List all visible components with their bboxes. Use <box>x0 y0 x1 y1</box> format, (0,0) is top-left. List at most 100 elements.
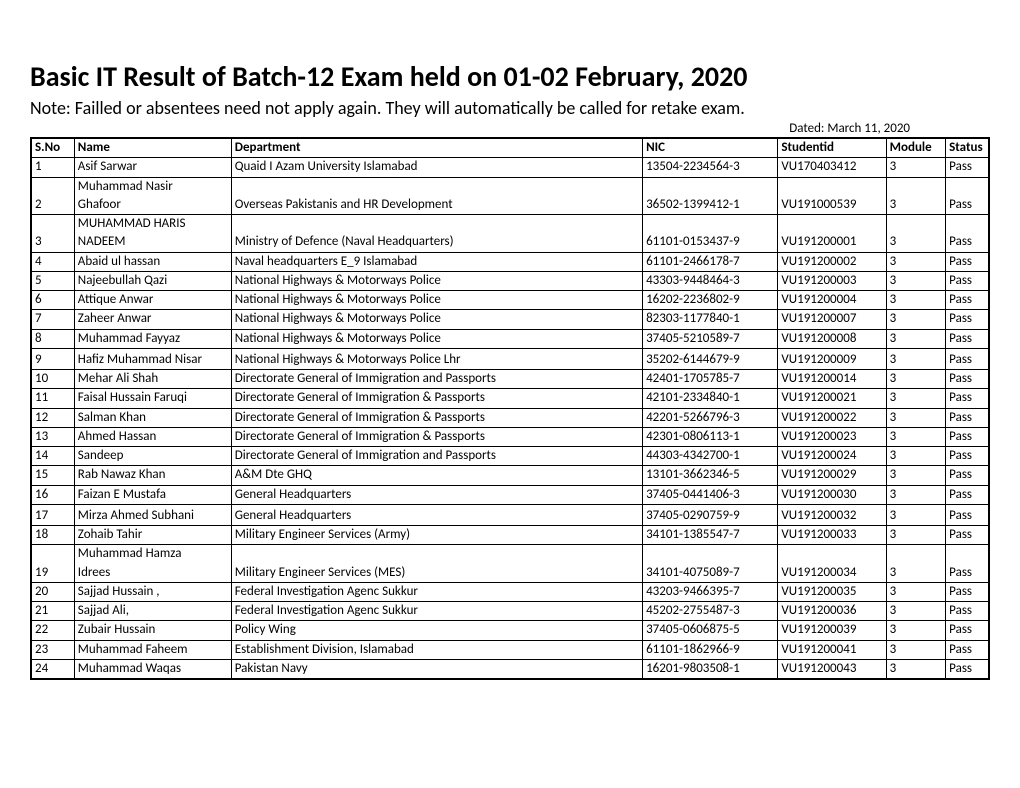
cell-sno: 10 <box>31 370 74 389</box>
cell-name: Idrees <box>74 564 231 583</box>
cell-dept <box>231 215 642 234</box>
cell-sno: 15 <box>31 466 74 485</box>
cell-dept: Quaid I Azam University Islamabad <box>231 158 642 177</box>
cell-stat: Pass <box>946 196 989 215</box>
cell-mod: 3 <box>886 427 946 446</box>
cell-sid: VU191200033 <box>778 526 886 545</box>
cell-dept: Naval headquarters E_9 Islamabad <box>231 252 642 271</box>
cell-dept: Directorate General of Immigration & Pas… <box>231 408 642 427</box>
cell-mod: 3 <box>886 466 946 485</box>
cell-name: Rab Nawaz Khan <box>74 466 231 485</box>
cell-stat: Pass <box>946 526 989 545</box>
cell-mod: 3 <box>886 507 946 526</box>
cell-sno: 21 <box>31 602 74 621</box>
table-row: 10Mehar Ali ShahDirectorate General of I… <box>31 370 989 389</box>
table-row: 5Najeebullah QaziNational Highways & Mot… <box>31 271 989 290</box>
cell-sno: 6 <box>31 291 74 310</box>
cell-sid: VU191200035 <box>778 582 886 601</box>
cell-nic: 61101-1862966-9 <box>643 640 778 659</box>
cell-stat: Pass <box>946 252 989 271</box>
cell-mod <box>886 177 946 196</box>
cell-stat: Pass <box>946 389 989 408</box>
cell-sid <box>778 215 886 234</box>
cell-name: Sajjad Hussain , <box>74 582 231 601</box>
cell-mod: 3 <box>886 526 946 545</box>
table-row: 16Faizan E MustafaGeneral Headquarters37… <box>31 485 989 504</box>
cell-sno: 17 <box>31 507 74 526</box>
cell-sid: VU191200002 <box>778 252 886 271</box>
cell-dept: Directorate General of Immigration and P… <box>231 370 642 389</box>
cell-nic: 37405-0606875-5 <box>643 621 778 640</box>
cell-mod: 3 <box>886 640 946 659</box>
cell-dept: Directorate General of Immigration & Pas… <box>231 389 642 408</box>
cell-nic: 45202-2755487-3 <box>643 602 778 621</box>
cell-sno: 18 <box>31 526 74 545</box>
table-row: 15Rab Nawaz KhanA&M Dte GHQ13101-3662346… <box>31 466 989 485</box>
cell-name: Sajjad Ali, <box>74 602 231 621</box>
cell-sid: VU191200029 <box>778 466 886 485</box>
cell-name: Faizan E Mustafa <box>74 485 231 504</box>
col-stat: Status <box>946 138 989 158</box>
cell-stat: Pass <box>946 466 989 485</box>
cell-sid: VU191200014 <box>778 370 886 389</box>
cell-stat: Pass <box>946 485 989 504</box>
col-nic: NIC <box>643 138 778 158</box>
cell-sid: VU191200036 <box>778 602 886 621</box>
cell-name: Ghafoor <box>74 196 231 215</box>
cell-name: Mehar Ali Shah <box>74 370 231 389</box>
cell-mod: 3 <box>886 621 946 640</box>
cell-sno: 8 <box>31 329 74 348</box>
cell-nic: 42301-0806113-1 <box>643 427 778 446</box>
cell-mod <box>886 215 946 234</box>
cell-sid <box>778 545 886 564</box>
table-row: 4Abaid ul hassanNaval headquarters E_9 I… <box>31 252 989 271</box>
cell-nic: 42401-1705785-7 <box>643 370 778 389</box>
cell-sno <box>31 177 74 196</box>
cell-nic: 34101-4075089-7 <box>643 564 778 583</box>
table-row: 6Attique AnwarNational Highways & Motorw… <box>31 291 989 310</box>
cell-sid: VU191200030 <box>778 485 886 504</box>
cell-stat: Pass <box>946 564 989 583</box>
table-header: S.No Name Department NIC Studentid Modul… <box>31 138 989 158</box>
cell-stat: Pass <box>946 310 989 329</box>
cell-mod: 3 <box>886 271 946 290</box>
cell-mod: 3 <box>886 389 946 408</box>
cell-name: Asif Sarwar <box>74 158 231 177</box>
cell-nic: 42201-5266796-3 <box>643 408 778 427</box>
cell-dept <box>231 177 642 196</box>
cell-stat: Pass <box>946 158 989 177</box>
cell-dept: Directorate General of Immigration & Pas… <box>231 427 642 446</box>
cell-sid: VU191200001 <box>778 233 886 252</box>
cell-stat <box>946 177 989 196</box>
table-row: 9Hafiz Muhammad NisarNational Highways &… <box>31 351 989 370</box>
cell-sno: 4 <box>31 252 74 271</box>
cell-stat: Pass <box>946 370 989 389</box>
cell-dept: Overseas Pakistanis and HR Development <box>231 196 642 215</box>
table-row: 19IdreesMilitary Engineer Services (MES)… <box>31 564 989 583</box>
cell-nic: 13101-3662346-5 <box>643 466 778 485</box>
table-row: 22Zubair HussainPolicy Wing37405-0606875… <box>31 621 989 640</box>
cell-sid: VU191200032 <box>778 507 886 526</box>
cell-sno: 23 <box>31 640 74 659</box>
cell-name: Muhammad Faheem <box>74 640 231 659</box>
cell-mod: 3 <box>886 447 946 466</box>
cell-nic: 44303-4342700-1 <box>643 447 778 466</box>
cell-dept: National Highways & Motorways Police <box>231 310 642 329</box>
table-row: Muhammad Nasir <box>31 177 989 196</box>
cell-dept: Directorate General of Immigration and P… <box>231 447 642 466</box>
cell-dept: Federal Investigation Agenc Sukkur <box>231 602 642 621</box>
cell-mod: 3 <box>886 252 946 271</box>
cell-dept: General Headquarters <box>231 485 642 504</box>
cell-nic: 61101-0153437-9 <box>643 233 778 252</box>
cell-name: Hafiz Muhammad Nisar <box>74 351 231 370</box>
cell-mod: 3 <box>886 485 946 504</box>
cell-mod: 3 <box>886 158 946 177</box>
cell-sid: VU191200009 <box>778 351 886 370</box>
cell-sid: VU191200003 <box>778 271 886 290</box>
cell-name: Zaheer Anwar <box>74 310 231 329</box>
page-note: Note: Failled or absentees need not appl… <box>30 98 990 120</box>
cell-sno: 1 <box>31 158 74 177</box>
table-row: 21Sajjad Ali,Federal Investigation Agenc… <box>31 602 989 621</box>
cell-name: Zubair Hussain <box>74 621 231 640</box>
col-name: Name <box>74 138 231 158</box>
